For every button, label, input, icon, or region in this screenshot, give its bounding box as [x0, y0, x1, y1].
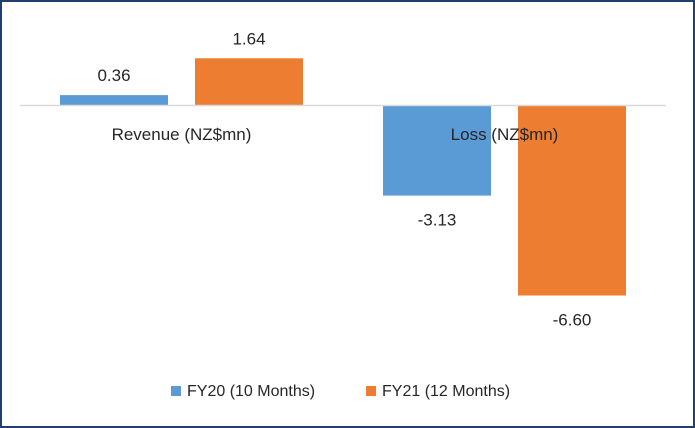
data-label-fy21-12-months-loss-nz-mn: -6.60 — [553, 311, 592, 330]
data-label-fy20-10-months-loss-nz-mn: -3.13 — [418, 211, 457, 230]
legend-label-fy20-10-months: FY20 (10 Months) — [187, 383, 315, 400]
labels-group: 0.36 1.64 Revenue (NZ$mn) -3.13 -6.60 Loss (N… — [97, 29, 591, 329]
bar-fy21-12-months-revenue-nz-mn — [195, 58, 303, 106]
legend-swatch-fy20-10-months — [171, 386, 181, 396]
legend: FY20 (10 Months) FY21 (12 Months) — [171, 383, 510, 400]
bar-fy20-10-months-loss-nz-mn — [383, 105, 491, 196]
legend-swatch-fy21-12-months — [366, 386, 376, 396]
category-label-revenue-nz-mn: Revenue (NZ$mn) — [112, 125, 252, 144]
bar-fy21-12-months-loss-nz-mn — [518, 105, 626, 296]
data-label-fy21-12-months-revenue-nz-mn: 1.64 — [232, 29, 265, 48]
category-label-loss-nz-mn: Loss (NZ$mn) — [451, 125, 559, 144]
bar-fy20-10-months-revenue-nz-mn — [60, 95, 168, 106]
bars-group — [60, 58, 626, 296]
legend-label-fy21-12-months: FY21 (12 Months) — [382, 383, 510, 400]
data-label-fy20-10-months-revenue-nz-mn: 0.36 — [97, 66, 130, 85]
